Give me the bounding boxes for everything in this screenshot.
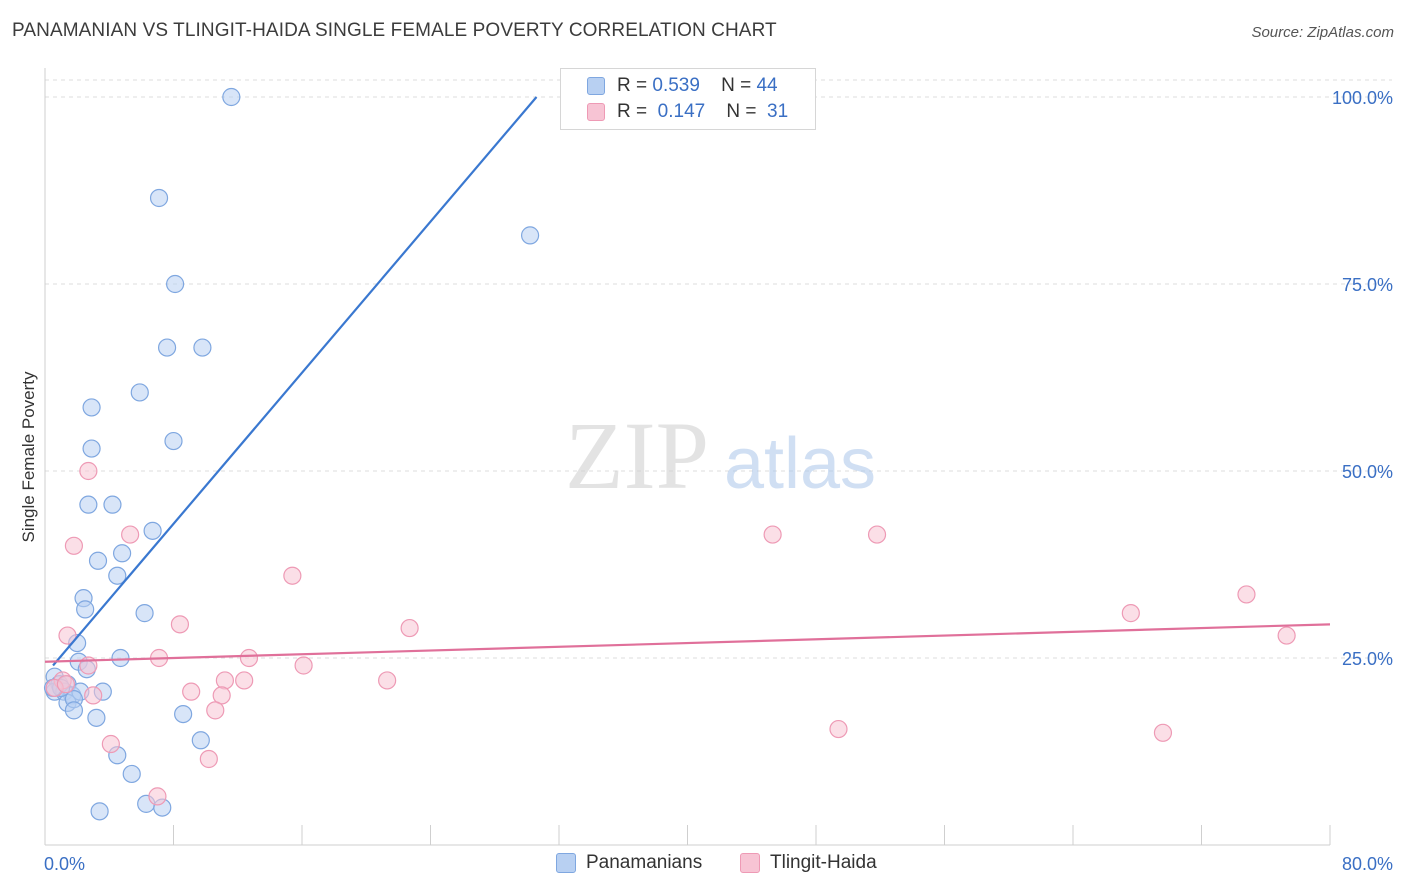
point-panamanians [111, 648, 130, 668]
legend-swatch-pink [587, 102, 605, 121]
point-tlingit-haida [182, 682, 201, 701]
legend-swatch-blue [587, 76, 605, 95]
point-tlingit-haida [199, 749, 218, 769]
point-panamanians [122, 764, 141, 784]
correlation-legend: R = 0.539 N = 44 R = 0.147 N = 31 [560, 68, 816, 130]
point-tlingit-haida [58, 626, 77, 645]
point-tlingit-haida [1153, 723, 1173, 742]
point-tlingit-haida [829, 719, 848, 739]
point-tlingit-haida [1121, 604, 1140, 623]
chart-title: PANAMANIAN VS TLINGIT-HAIDA SINGLE FEMAL… [12, 20, 777, 41]
point-panamanians [87, 708, 106, 727]
y-axis-label: Single Female Poverty [19, 371, 38, 543]
point-panamanians [193, 338, 212, 357]
point-tlingit-haida [56, 675, 75, 694]
tick-labels: 25.0% 50.0% 75.0% 100.0% 0.0% 80.0% [44, 88, 1393, 874]
point-tlingit-haida [235, 671, 254, 690]
point-tlingit-haida [400, 618, 419, 638]
bottom-legend-label: Panamanians [586, 852, 703, 873]
legend-n-value: 31 [767, 101, 789, 122]
legend-r-value: 0.539 [652, 75, 700, 96]
point-tlingit-haida [239, 648, 259, 668]
point-panamanians [64, 701, 84, 720]
point-panamanians [520, 226, 540, 245]
point-tlingit-haida [1237, 585, 1256, 604]
bottom-legend-swatch-pink [740, 852, 760, 873]
legend-r-value: 0.147 [657, 101, 706, 122]
watermark-zip: ZIP [565, 402, 709, 509]
source-label: Source: ZipAtlas.com [1251, 24, 1394, 41]
point-tlingit-haida [1277, 626, 1296, 645]
x-tick-label: 0.0% [44, 854, 85, 874]
point-tlingit-haida [206, 701, 225, 720]
point-panamanians [108, 566, 127, 585]
point-panamanians [82, 398, 101, 417]
bottom-legend-tlingit-haida: Tlingit-Haida [740, 852, 877, 874]
point-tlingit-haida [763, 525, 782, 544]
point-panamanians [135, 604, 154, 623]
point-panamanians [143, 521, 162, 540]
point-tlingit-haida [170, 615, 190, 634]
point-tlingit-haida [867, 525, 887, 544]
y-tick-label: 75.0% [1342, 275, 1393, 295]
legend-n-label: N = [721, 75, 752, 96]
point-tlingit-haida [101, 734, 120, 754]
point-tlingit-haida [148, 787, 167, 806]
point-panamanians [166, 274, 185, 294]
trend-line-panamanians [52, 96, 538, 667]
point-tlingit-haida [84, 686, 103, 705]
legend-r-label: R = [617, 75, 648, 96]
x-tick-label: 80.0% [1342, 854, 1393, 874]
axes [44, 68, 1331, 846]
point-panamanians [130, 383, 149, 402]
point-panamanians [79, 495, 98, 514]
legend-r-label: R = [617, 101, 648, 122]
watermark-atlas: atlas [724, 424, 876, 504]
point-panamanians [112, 544, 132, 563]
point-panamanians [82, 439, 101, 458]
legend-row-tlingit-haida: R = 0.147 N = 31 [587, 101, 788, 127]
point-panamanians [76, 600, 95, 619]
bottom-legend-panamanians: Panamanians [556, 852, 702, 874]
bottom-legend-label: Tlingit-Haida [770, 852, 877, 873]
point-panamanians [103, 495, 122, 514]
trend-lines [44, 96, 1331, 667]
point-tlingit-haida [212, 686, 231, 705]
trend-line-tlingit-haida [44, 623, 1331, 663]
point-panamanians [191, 731, 210, 750]
point-panamanians [90, 802, 109, 821]
point-panamanians [174, 704, 193, 724]
bottom-legend-swatch-blue [556, 852, 576, 873]
point-panamanians [222, 87, 241, 107]
data-points [43, 87, 1296, 821]
legend-n-label: N = [726, 101, 757, 122]
y-tick-label: 100.0% [1332, 88, 1393, 108]
point-panamanians [88, 551, 108, 570]
point-tlingit-haida [294, 656, 313, 675]
y-tick-label: 50.0% [1342, 462, 1393, 482]
legend-row-panamanians: R = 0.539 N = 44 [587, 75, 778, 101]
grid [45, 79, 1392, 659]
point-tlingit-haida [378, 671, 397, 690]
point-tlingit-haida [64, 536, 84, 555]
point-tlingit-haida [283, 566, 302, 585]
point-tlingit-haida [121, 525, 140, 544]
point-panamanians [157, 338, 177, 357]
legend-n-value: 44 [756, 75, 778, 96]
point-panamanians [149, 188, 169, 208]
point-tlingit-haida [215, 671, 234, 690]
point-tlingit-haida [79, 461, 98, 481]
point-panamanians [164, 431, 183, 451]
y-tick-label: 25.0% [1342, 649, 1393, 669]
